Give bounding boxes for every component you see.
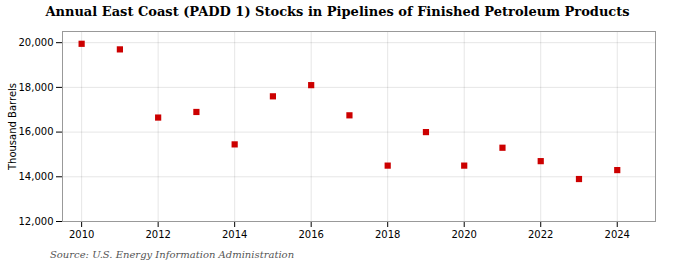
svg-text:2014: 2014 [222, 229, 247, 240]
svg-text:2012: 2012 [145, 229, 170, 240]
svg-text:2018: 2018 [375, 229, 400, 240]
svg-text:20,000: 20,000 [19, 37, 54, 48]
svg-text:2024: 2024 [605, 229, 630, 240]
svg-text:2016: 2016 [298, 229, 323, 240]
svg-text:18,000: 18,000 [19, 82, 54, 93]
svg-text:Thousand Barrels: Thousand Barrels [7, 83, 18, 171]
svg-text:12,000: 12,000 [19, 216, 54, 227]
svg-text:14,000: 14,000 [19, 171, 54, 182]
svg-text:16,000: 16,000 [19, 126, 54, 137]
svg-text:2010: 2010 [69, 229, 94, 240]
html-text:Annual East Coast (PADD 1) Sto: Annual East Coast (PADD 1) Stocks in Pip… [45, 4, 630, 19]
html-text:Source: U.S. Energy Informatio: Source: U.S. Energy Information Administ… [50, 249, 295, 260]
svg-text:2022: 2022 [528, 229, 553, 240]
svg-text:2020: 2020 [451, 229, 476, 240]
